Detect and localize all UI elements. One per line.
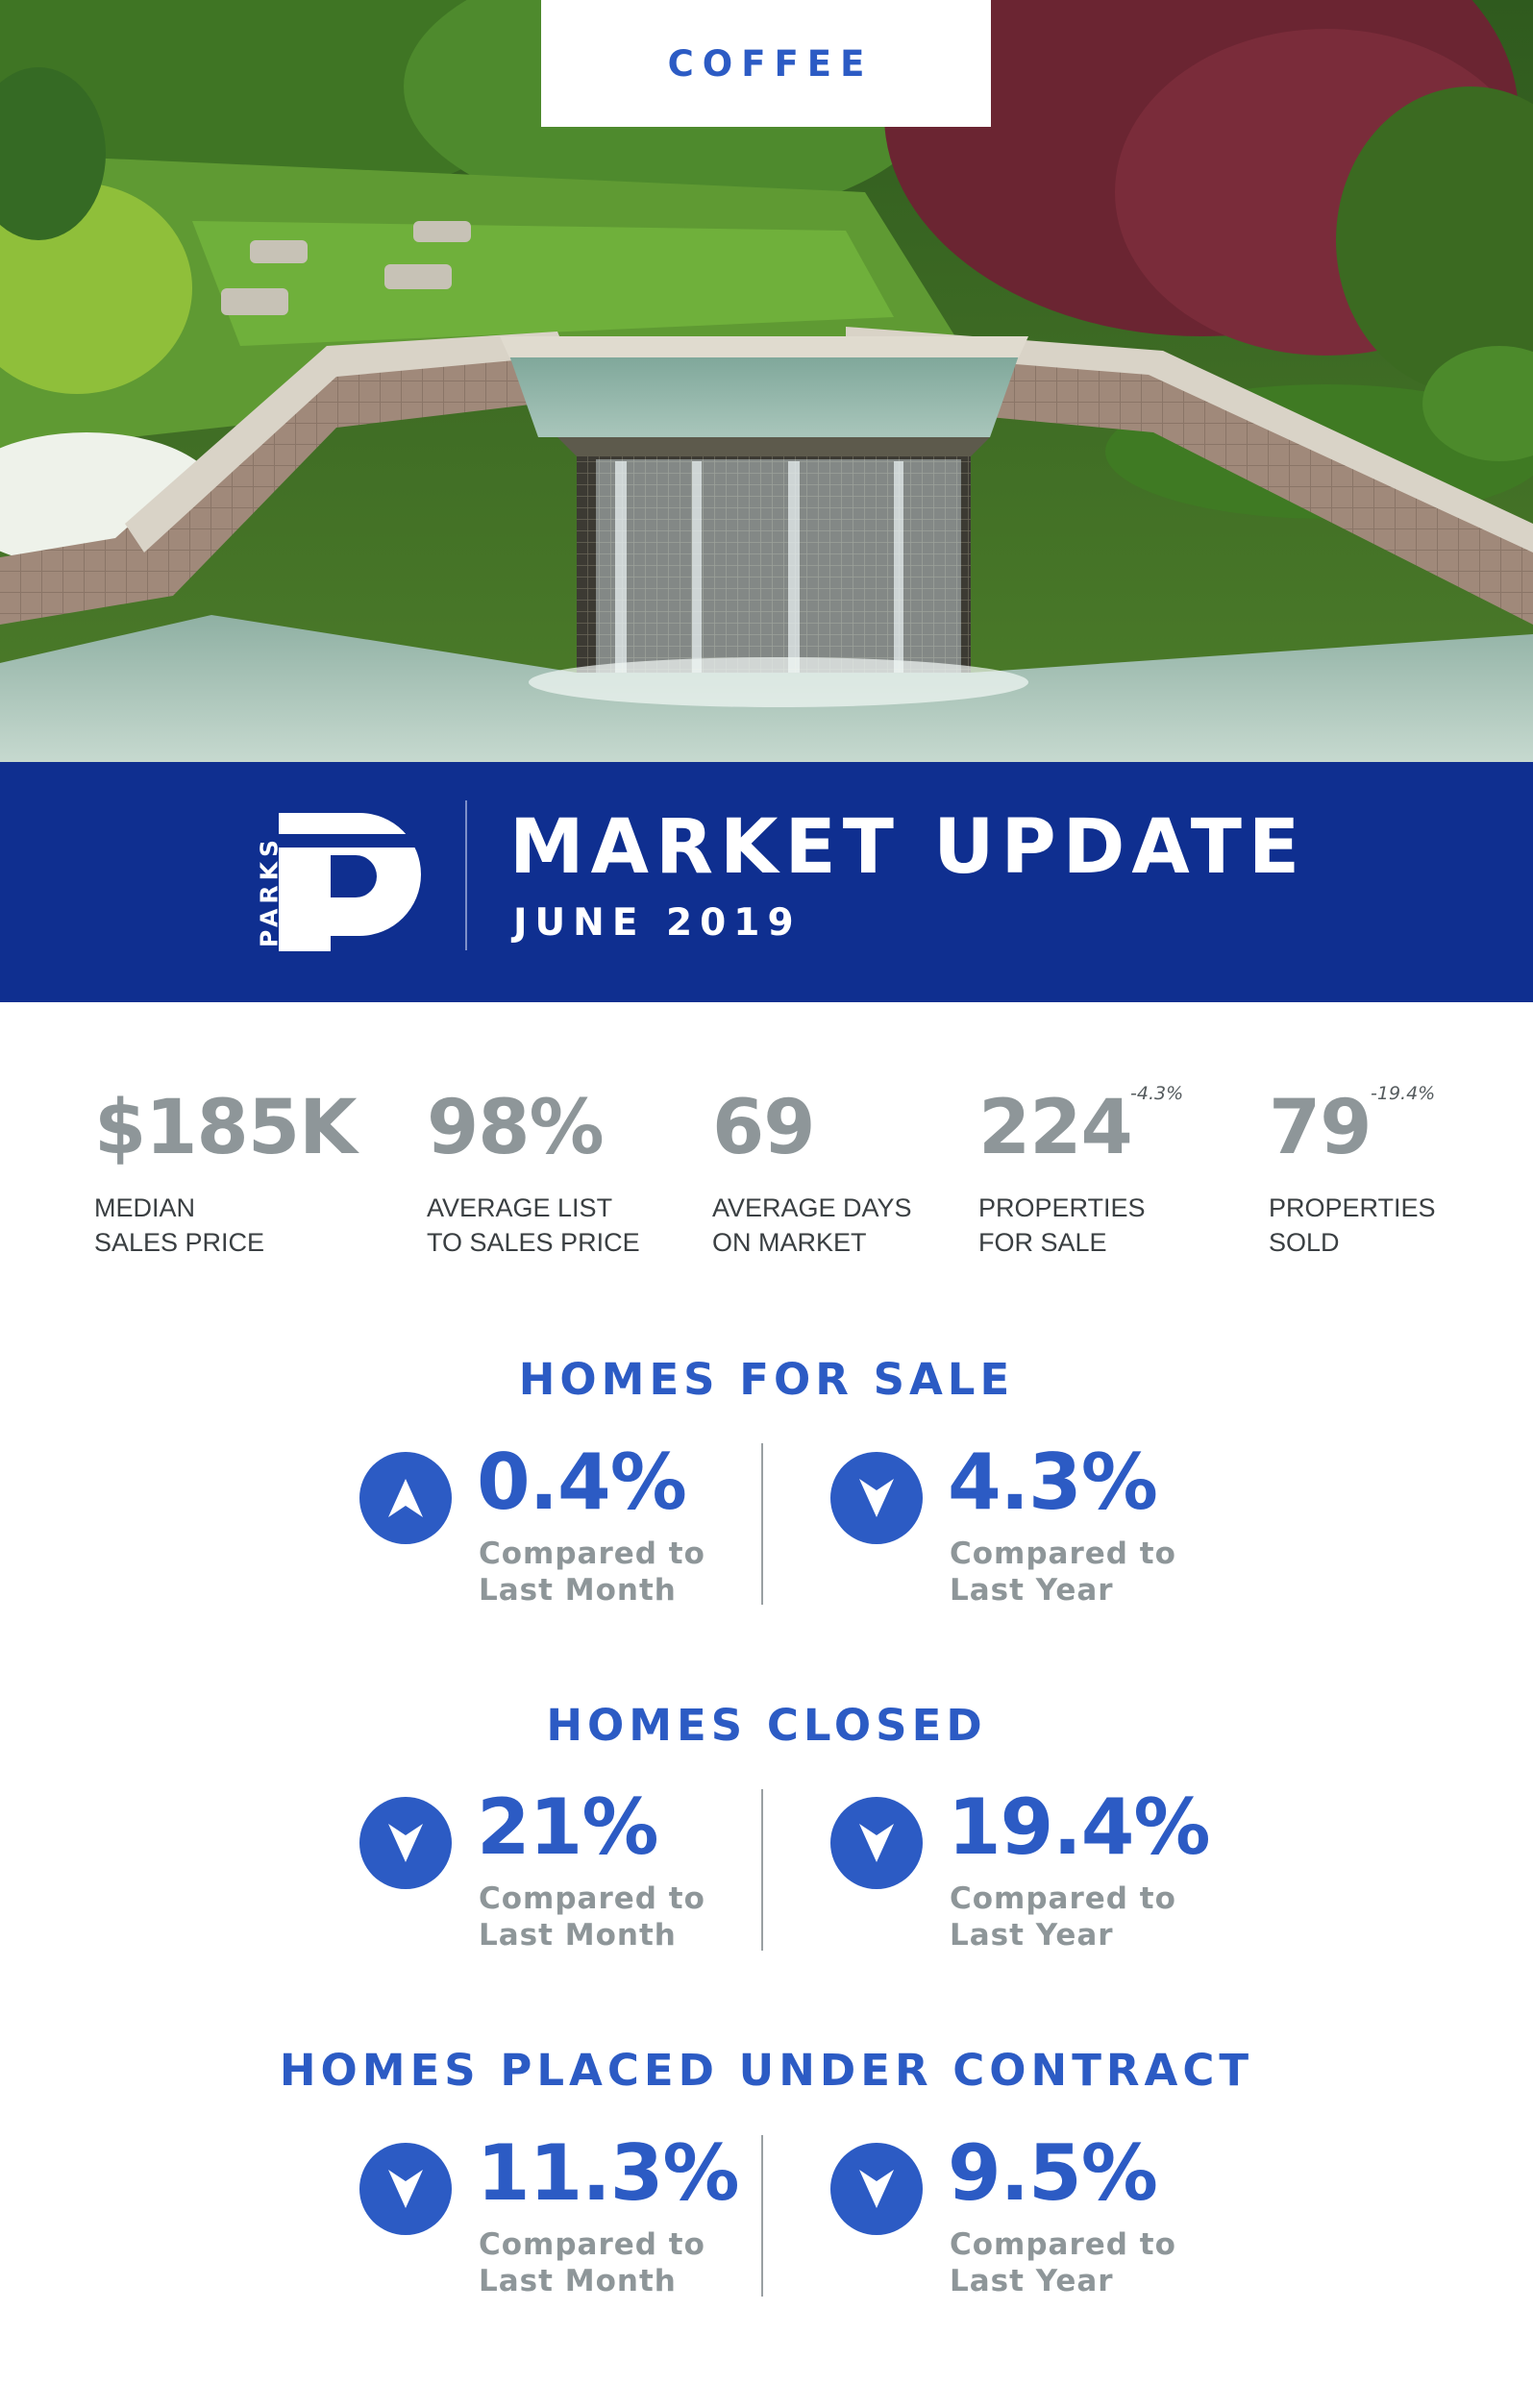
metric-caption-line: Compared to	[479, 1536, 705, 1571]
arrow-up-icon	[359, 1452, 452, 1544]
stat-properties-sold: 79 -19.4% PROPERTIES SOLD	[1269, 1083, 1436, 1260]
metric-caption-line: Last Month	[479, 2264, 677, 2298]
stat-label-line: FOR SALE	[978, 1228, 1107, 1257]
metric-caption: Compared to Last Month	[479, 1880, 705, 1953]
arrow-down-icon	[830, 1797, 923, 1889]
stat-value: 98%	[427, 1085, 605, 1171]
metric-caption: Compared to Last Year	[950, 1536, 1176, 1609]
metric-caption-line: Last Year	[950, 1918, 1114, 1953]
section-title-homes-for-sale: HOMES FOR SALE	[518, 1354, 1015, 1405]
metric-caption: Compared to Last Month	[479, 2226, 705, 2299]
stat-median-sales-price: $185K MEDIAN SALES PRICE	[94, 1085, 358, 1260]
metric-value: 19.4%	[948, 1782, 1211, 1872]
metric-divider	[761, 2135, 763, 2297]
stat-value: $185K	[94, 1085, 358, 1171]
stat-value: 69	[712, 1085, 816, 1171]
hero-photo: COFFEE	[0, 0, 1533, 762]
stat-label-line: TO SALES PRICE	[427, 1228, 640, 1257]
header-banner: PARKS MARKET UPDATE JUNE 2019	[0, 762, 1533, 1002]
metric-caption: Compared to Last Year	[950, 1880, 1176, 1953]
metric-value: 4.3%	[948, 1437, 1158, 1527]
stat-label: AVERAGE DAYS ON MARKET	[712, 1191, 912, 1260]
stat-average-days-on-market: 69 AVERAGE DAYS ON MARKET	[712, 1091, 912, 1260]
stat-label: PROPERTIES SOLD	[1269, 1191, 1436, 1260]
stat-change: -19.4%	[1371, 1083, 1436, 1104]
stat-properties-for-sale: 224 -4.3% PROPERTIES FOR SALE	[978, 1083, 1183, 1260]
metric-caption-line: Last Month	[479, 1573, 677, 1608]
stat-label: PROPERTIES FOR SALE	[978, 1191, 1146, 1260]
section-title-homes-closed: HOMES CLOSED	[546, 1700, 987, 1751]
stat-label: AVERAGE LIST TO SALES PRICE	[427, 1191, 640, 1260]
arrow-down-icon	[830, 2143, 923, 2235]
metric-caption-line: Compared to	[479, 2227, 705, 2262]
stat-label-line: SOLD	[1269, 1228, 1340, 1257]
metric-caption: Compared to Last Month	[479, 1536, 705, 1609]
garden-fountain-image	[0, 0, 1533, 762]
metric-caption-line: Compared to	[950, 1881, 1176, 1916]
metric-value: 21%	[477, 1782, 658, 1872]
arrow-down-icon	[359, 2143, 452, 2235]
stat-label-line: ON MARKET	[712, 1228, 867, 1257]
region-label: COFFEE	[667, 42, 874, 85]
metric-caption-line: Last Year	[950, 1573, 1114, 1608]
metric-caption-line: Compared to	[479, 1881, 705, 1916]
stat-label-line: AVERAGE LIST	[427, 1193, 613, 1222]
stat-value: 79	[1269, 1085, 1372, 1171]
banner-divider	[465, 800, 467, 950]
page-title: MARKET UPDATE	[509, 804, 1307, 891]
stat-change: -4.3%	[1130, 1083, 1184, 1104]
stat-label-line: PROPERTIES	[978, 1193, 1146, 1222]
stat-label-line: PROPERTIES	[1269, 1193, 1436, 1222]
metric-caption-line: Last Year	[950, 2264, 1114, 2298]
brand-name: PARKS	[255, 835, 284, 948]
metric-value: 9.5%	[948, 2128, 1158, 2218]
metric-value: 0.4%	[477, 1437, 687, 1527]
arrow-down-icon	[359, 1797, 452, 1889]
metric-caption: Compared to Last Year	[950, 2226, 1176, 2299]
stat-value: 224	[978, 1085, 1133, 1171]
metric-caption-line: Last Month	[479, 1918, 677, 1953]
metric-caption-line: Compared to	[950, 2227, 1176, 2262]
arrow-down-icon	[830, 1452, 923, 1544]
metric-caption-line: Compared to	[950, 1536, 1176, 1571]
stat-average-list-to-sales: 98% AVERAGE LIST TO SALES PRICE	[427, 1091, 640, 1260]
section-title-homes-under-contract: HOMES PLACED UNDER CONTRACT	[279, 2045, 1254, 2096]
parks-p-logo	[279, 813, 423, 951]
stat-label-line: MEDIAN	[94, 1193, 196, 1222]
metric-divider	[761, 1789, 763, 1951]
region-label-tab: COFFEE	[541, 0, 991, 127]
stat-label-line: SALES PRICE	[94, 1228, 265, 1257]
stat-label: MEDIAN SALES PRICE	[94, 1191, 357, 1260]
report-date: JUNE 2019	[513, 901, 802, 945]
stat-label-line: AVERAGE DAYS	[712, 1193, 912, 1222]
metric-value: 11.3%	[477, 2128, 740, 2218]
metric-divider	[761, 1443, 763, 1605]
